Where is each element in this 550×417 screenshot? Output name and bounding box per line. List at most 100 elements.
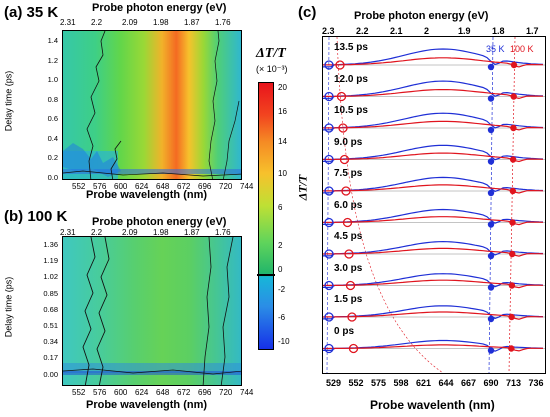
delay-label: 1.5 ps xyxy=(334,294,363,305)
marker-open-100k xyxy=(335,60,345,70)
panel-c-y-axis-title: ΔT/T xyxy=(295,174,310,201)
marker-filled-35k xyxy=(487,315,495,323)
bottom-tick-label: 576 xyxy=(93,182,107,191)
marker-open-35k xyxy=(324,280,334,291)
y-tick-label: 1.36 xyxy=(43,240,58,249)
panel-a-top-axis-title: Probe photon energy (eV) xyxy=(92,2,227,14)
marker-filled-35k xyxy=(487,63,495,71)
bottom-tick-label: 736 xyxy=(528,378,544,388)
top-tick-label: 2.2 xyxy=(91,228,103,237)
spectrum-35k xyxy=(323,208,544,225)
marker-filled-100k xyxy=(508,282,516,289)
top-tick-label: 1.76 xyxy=(215,18,231,27)
marker-open-35k xyxy=(324,60,334,70)
spectra-plot xyxy=(322,36,546,374)
spectrum-35k xyxy=(323,80,544,99)
spectrum-35k xyxy=(323,273,544,288)
colorbar-unit: (× 10⁻³) xyxy=(256,64,288,74)
marker-filled-100k xyxy=(508,345,515,352)
bottom-tick-label: 744 xyxy=(240,388,254,397)
marker-open-35k xyxy=(324,217,334,228)
heatmap-35k xyxy=(62,30,242,180)
bottom-tick-label: 552 xyxy=(348,378,364,388)
colorbar-tick-label: 2 xyxy=(278,241,283,250)
bottom-tick-label: 720 xyxy=(219,182,233,191)
top-tick-label: 2.31 xyxy=(60,228,76,237)
marker-filled-35k xyxy=(487,221,495,228)
spectrum-100k xyxy=(323,152,544,163)
top-tick-label: 1.9 xyxy=(458,26,471,36)
colorbar-tick-label: 10 xyxy=(278,169,287,178)
spectrum-100k xyxy=(323,89,543,100)
top-tick-label: 2.3 xyxy=(322,26,335,36)
top-tick-label: 2.09 xyxy=(122,228,138,237)
marker-open-100k xyxy=(339,154,350,165)
bottom-tick-label: 575 xyxy=(371,378,387,388)
bottom-tick-label: 552 xyxy=(72,388,86,397)
bottom-tick-label: 696 xyxy=(198,182,212,191)
panel-b-bottom-axis-title: Probe wavelength (nm) xyxy=(86,399,208,411)
top-tick-label: 1.8 xyxy=(492,26,505,36)
spectrum-100k xyxy=(323,57,543,68)
bottom-tick-label: 744 xyxy=(240,182,254,191)
colorbar-tick-label: 20 xyxy=(278,83,287,92)
marker-open-100k xyxy=(348,343,359,354)
panel-a-label: (a) 35 K xyxy=(4,4,59,21)
colorbar-tick-label: 14 xyxy=(278,137,287,146)
delay-label: 9.0 ps xyxy=(334,136,363,148)
marker-filled-35k xyxy=(487,347,495,354)
bottom-tick-label: 624 xyxy=(135,182,149,191)
bottom-tick-label: 713 xyxy=(506,378,522,388)
spectrum-35k xyxy=(323,305,544,320)
marker-open-35k xyxy=(324,154,334,165)
marker-filled-35k xyxy=(487,284,495,291)
y-tick-label: 0.34 xyxy=(43,337,58,347)
delay-label: 13.5 ps xyxy=(334,42,368,53)
top-tick-label: 1.98 xyxy=(153,18,169,27)
top-tick-label: 1.98 xyxy=(153,228,169,237)
y-tick-label: 0.00 xyxy=(43,369,58,379)
bottom-tick-label: 644 xyxy=(438,378,454,388)
bottom-tick-label: 598 xyxy=(393,378,409,388)
bottom-tick-label: 529 xyxy=(326,378,342,388)
panel-b-top-axis-title: Probe photon energy (eV) xyxy=(92,216,227,228)
bottom-tick-label: 648 xyxy=(156,182,170,191)
spectrum-35k xyxy=(323,176,544,194)
marker-open-35k xyxy=(324,186,334,196)
guide-line-left xyxy=(326,37,330,373)
marker-filled-35k xyxy=(487,189,495,197)
top-tick-label: 1.76 xyxy=(215,228,231,237)
panel-b-label: (b) 100 K xyxy=(4,208,68,225)
bottom-tick-label: 672 xyxy=(177,182,191,191)
spectrum-100k xyxy=(323,279,544,289)
spectrum-35k xyxy=(323,48,544,68)
y-tick-label: 0.68 xyxy=(43,304,58,314)
bottom-tick-label: 600 xyxy=(114,182,128,191)
top-tick-label: 2.2 xyxy=(91,18,103,27)
colorbar-tick-label: 16 xyxy=(278,107,287,116)
marker-open-35k xyxy=(324,343,334,354)
marker-filled-100k xyxy=(510,61,518,69)
marker-open-100k xyxy=(342,217,353,228)
marker-filled-35k xyxy=(487,126,495,134)
y-tick-label: 0.2 xyxy=(47,153,58,162)
delay-label: 3.0 ps xyxy=(334,262,363,274)
bottom-tick-label: 720 xyxy=(219,388,233,397)
top-tick-label: 2.1 xyxy=(390,26,403,36)
marker-open-100k xyxy=(341,186,351,196)
top-tick-label: 1.7 xyxy=(526,26,539,36)
marker-filled-35k xyxy=(487,95,495,102)
spectrum-100k xyxy=(323,311,543,320)
y-tick-label: 1.4 xyxy=(47,36,58,45)
spectrum-35k xyxy=(323,112,544,131)
marker-open-35k xyxy=(324,91,334,102)
marker-filled-35k xyxy=(487,158,495,165)
top-tick-label: 1.87 xyxy=(184,228,200,237)
marker-open-100k xyxy=(345,280,356,291)
marker-open-100k xyxy=(336,91,347,102)
spectrum-100k xyxy=(323,216,544,226)
panel-b-y-axis-title: Delay time (ps) xyxy=(3,276,14,338)
heatmap-100k xyxy=(62,236,242,386)
spectrum-35k xyxy=(323,240,544,257)
guide-curve-100k xyxy=(336,37,444,373)
